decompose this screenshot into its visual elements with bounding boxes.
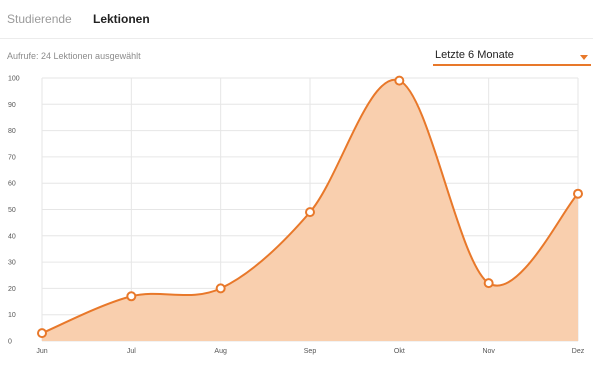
tab-studierende[interactable]: Studierende [7, 12, 72, 26]
area-fill [42, 79, 578, 341]
x-axis-labels: Jun Jul Aug Sep Okt Nov Dez [36, 348, 584, 355]
tab-bar: Studierende Lektionen [0, 0, 593, 39]
y-tick-label: 70 [8, 154, 16, 161]
y-tick-label: 50 [8, 207, 16, 214]
data-point-aug[interactable] [215, 283, 226, 294]
data-point-jul[interactable] [126, 291, 137, 302]
y-tick-label: 80 [8, 128, 16, 135]
selection-summary: Aufrufe: 24 Lektionen ausgewählt [7, 51, 141, 61]
x-tick-label: Sep [304, 348, 317, 355]
chart-grid [41, 77, 579, 342]
x-tick-label: Jul [127, 348, 136, 355]
tab-lektionen[interactable]: Lektionen [93, 12, 150, 26]
time-range-value: Letzte 6 Monate [435, 49, 514, 61]
y-tick-label: 40 [8, 233, 16, 240]
data-point-jun[interactable] [37, 328, 47, 339]
y-tick-label: 60 [8, 181, 16, 188]
data-points [37, 75, 583, 339]
data-point-sep[interactable] [305, 207, 315, 218]
x-tick-label: Jun [36, 348, 47, 355]
x-tick-label: Dez [572, 348, 585, 355]
x-tick-label: Okt [394, 348, 405, 355]
y-tick-label: 90 [8, 102, 16, 109]
data-point-nov[interactable] [483, 278, 494, 289]
y-axis-labels: 0 10 20 30 40 50 60 70 80 90 100 [8, 76, 20, 346]
time-range-select[interactable]: Letzte 6 Monate [433, 46, 591, 66]
chevron-down-icon[interactable] [580, 55, 588, 60]
y-tick-label: 20 [8, 286, 16, 293]
y-tick-label: 0 [8, 339, 12, 346]
data-point-okt[interactable] [394, 75, 405, 86]
y-tick-label: 10 [8, 312, 16, 319]
data-point-dez[interactable] [573, 188, 583, 199]
x-tick-label: Aug [214, 348, 227, 355]
y-tick-label: 100 [8, 76, 20, 83]
y-tick-label: 30 [8, 260, 16, 267]
x-tick-label: Nov [482, 348, 495, 355]
